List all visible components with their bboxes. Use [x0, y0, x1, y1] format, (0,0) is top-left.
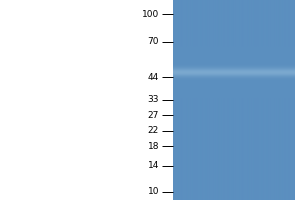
- Text: 10: 10: [148, 187, 159, 196]
- Text: 70: 70: [148, 37, 159, 46]
- Text: 100: 100: [142, 10, 159, 19]
- Text: 44: 44: [148, 73, 159, 82]
- Text: 18: 18: [148, 142, 159, 151]
- Text: 14: 14: [148, 161, 159, 170]
- Text: 27: 27: [148, 111, 159, 120]
- Text: 22: 22: [148, 126, 159, 135]
- Text: 33: 33: [148, 95, 159, 104]
